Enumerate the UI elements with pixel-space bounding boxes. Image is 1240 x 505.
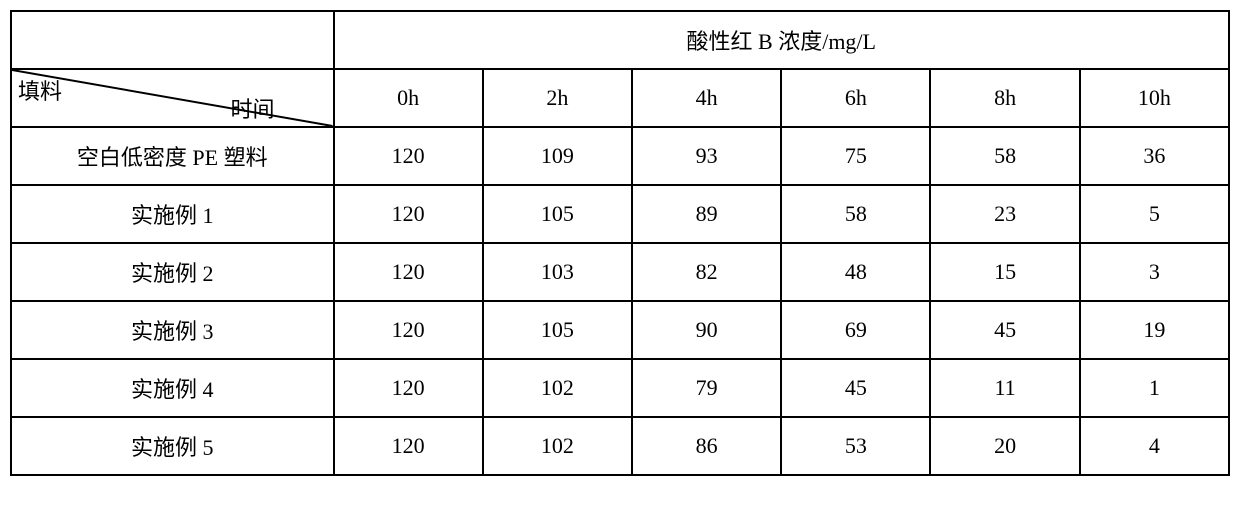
data-cell: 93 <box>632 127 781 185</box>
data-cell: 120 <box>334 417 483 475</box>
data-cell: 58 <box>930 127 1079 185</box>
table-header-row-2: 填料 时间 0h 2h 4h 6h 8h 10h <box>11 69 1229 127</box>
diag-right-label: 时间 <box>231 92 275 124</box>
header-blank-cell <box>11 11 334 69</box>
data-cell: 36 <box>1080 127 1229 185</box>
data-cell: 120 <box>334 359 483 417</box>
row-label: 实施例 2 <box>11 243 334 301</box>
data-cell: 120 <box>334 301 483 359</box>
diag-left-label: 填料 <box>18 74 62 106</box>
data-cell: 58 <box>781 185 930 243</box>
data-cell: 103 <box>483 243 632 301</box>
data-cell: 120 <box>334 185 483 243</box>
data-cell: 79 <box>632 359 781 417</box>
data-cell: 120 <box>334 243 483 301</box>
row-label: 实施例 1 <box>11 185 334 243</box>
data-cell: 1 <box>1080 359 1229 417</box>
data-cell: 45 <box>930 301 1079 359</box>
data-table: 酸性红 B 浓度/mg/L 填料 时间 0h 2h 4h 6h 8h 10h 空… <box>10 10 1230 476</box>
data-cell: 45 <box>781 359 930 417</box>
row-label: 空白低密度 PE 塑料 <box>11 127 334 185</box>
data-cell: 90 <box>632 301 781 359</box>
data-cell: 120 <box>334 127 483 185</box>
data-cell: 53 <box>781 417 930 475</box>
time-header: 0h <box>334 69 483 127</box>
data-cell: 89 <box>632 185 781 243</box>
time-header: 4h <box>632 69 781 127</box>
data-cell: 5 <box>1080 185 1229 243</box>
table-row: 实施例 2 120 103 82 48 15 3 <box>11 243 1229 301</box>
table-row: 空白低密度 PE 塑料 120 109 93 75 58 36 <box>11 127 1229 185</box>
data-cell: 15 <box>930 243 1079 301</box>
time-header: 10h <box>1080 69 1229 127</box>
row-label: 实施例 3 <box>11 301 334 359</box>
time-header: 8h <box>930 69 1079 127</box>
data-cell: 105 <box>483 301 632 359</box>
table-row: 实施例 1 120 105 89 58 23 5 <box>11 185 1229 243</box>
super-header: 酸性红 B 浓度/mg/L <box>334 11 1229 69</box>
table-header-row-1: 酸性红 B 浓度/mg/L <box>11 11 1229 69</box>
data-cell: 75 <box>781 127 930 185</box>
data-cell: 102 <box>483 359 632 417</box>
diagonal-header-cell: 填料 时间 <box>11 69 334 127</box>
data-cell: 19 <box>1080 301 1229 359</box>
data-cell: 105 <box>483 185 632 243</box>
data-cell: 86 <box>632 417 781 475</box>
data-cell: 3 <box>1080 243 1229 301</box>
row-label: 实施例 4 <box>11 359 334 417</box>
data-cell: 4 <box>1080 417 1229 475</box>
data-cell: 69 <box>781 301 930 359</box>
table-row: 实施例 4 120 102 79 45 11 1 <box>11 359 1229 417</box>
table-row: 实施例 5 120 102 86 53 20 4 <box>11 417 1229 475</box>
data-cell: 20 <box>930 417 1079 475</box>
data-cell: 23 <box>930 185 1079 243</box>
time-header: 2h <box>483 69 632 127</box>
table-row: 实施例 3 120 105 90 69 45 19 <box>11 301 1229 359</box>
data-cell: 48 <box>781 243 930 301</box>
data-cell: 82 <box>632 243 781 301</box>
row-label: 实施例 5 <box>11 417 334 475</box>
data-cell: 102 <box>483 417 632 475</box>
data-cell: 109 <box>483 127 632 185</box>
data-cell: 11 <box>930 359 1079 417</box>
time-header: 6h <box>781 69 930 127</box>
